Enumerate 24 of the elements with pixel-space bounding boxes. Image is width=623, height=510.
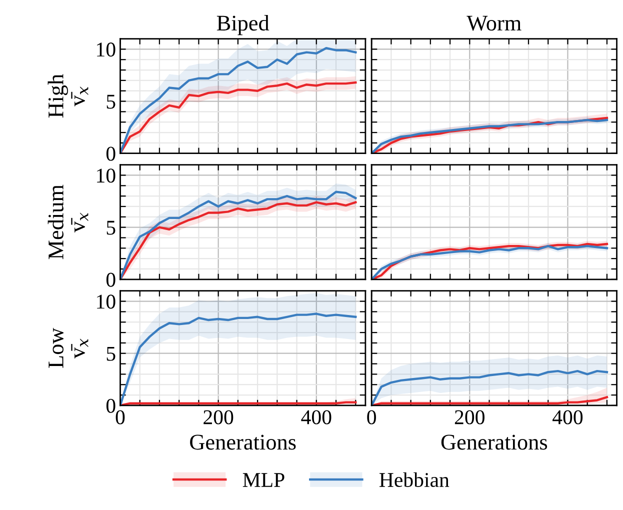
x-tick-label: 0 [116,410,125,424]
x-tick-label: 400 [301,410,332,424]
y-tick-label: 10 [97,294,116,309]
x-tick-label: 400 [552,410,583,424]
y-axis-title: High v̄$_{x}$ [48,74,88,118]
y-tick-label: 0 [106,146,116,161]
y-axis-title: Low v̄$_{x}$ [48,328,88,368]
y-tick-label: 10 [97,42,116,57]
y-tick-label: 10 [97,168,116,183]
x-tick-label: 200 [204,410,234,424]
x-axis-title: Generations [441,434,548,450]
x-tick-label: 0 [367,410,376,424]
y-axis-title: Medium v̄$_{x}$ [48,184,88,260]
legend-label: MLP [242,473,284,487]
y-tick-label: 5 [106,346,116,361]
y-tick-label: 0 [106,398,116,413]
legend-label: Hebbian [379,472,450,488]
y-tick-label: 0 [106,272,116,287]
chart-title: Worm [466,16,522,31]
x-tick-label: 200 [454,410,484,424]
chart-title: Biped [216,15,270,36]
x-axis-title: Generations [190,434,296,450]
y-tick-label: 5 [106,220,116,235]
y-tick-label: 5 [106,94,116,109]
